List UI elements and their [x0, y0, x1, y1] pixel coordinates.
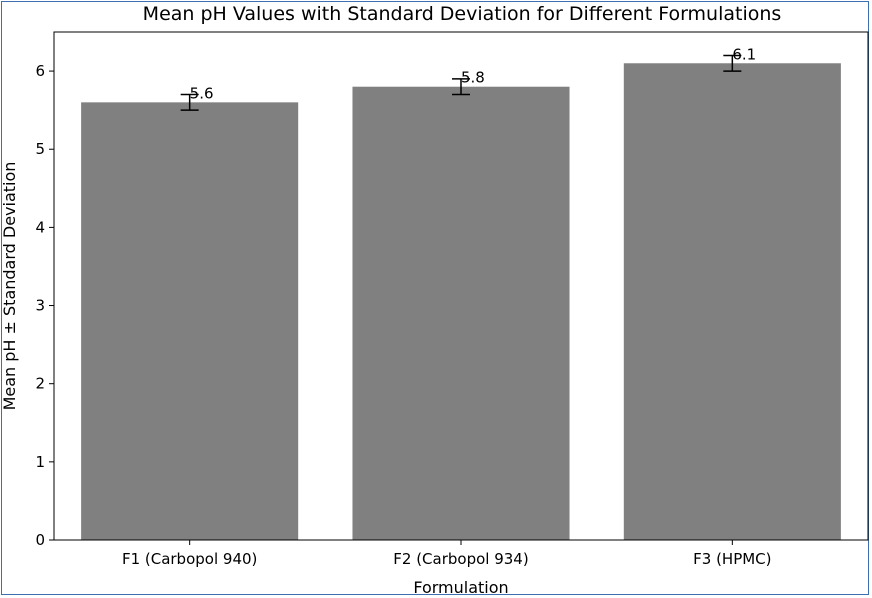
plot-area: 5.6 F1 (Carbopol 940) 5.8 F2 (Carbopol 934)… [35, 31, 869, 568]
bar [81, 102, 299, 540]
x-tick-label: F1 (Carbopol 940) [122, 550, 257, 568]
y-tick-label: 3 [35, 297, 45, 315]
data-label: 5.8 [461, 69, 485, 87]
x-tick-label: F3 (HPMC) [693, 550, 771, 568]
x-tick-label: F2 (Carbopol 934) [393, 550, 528, 568]
data-label: 5.6 [190, 84, 214, 102]
y-tick-label: 1 [35, 453, 45, 471]
axes-frame [53, 31, 869, 541]
x-axis-label: Formulation [413, 578, 508, 597]
data-label: 6.1 [732, 45, 756, 63]
chart-title: Mean pH Values with Standard Deviation f… [143, 3, 782, 25]
bar [352, 86, 570, 540]
y-tick-label: 6 [35, 62, 45, 80]
y-axis-label: Mean pH ± Standard Deviation [0, 162, 19, 411]
y-tick-label: 4 [35, 218, 45, 236]
bar [623, 63, 841, 541]
y-tick-label: 0 [35, 531, 45, 549]
y-tick-label: 2 [35, 375, 45, 393]
y-tick-label: 5 [35, 140, 45, 158]
